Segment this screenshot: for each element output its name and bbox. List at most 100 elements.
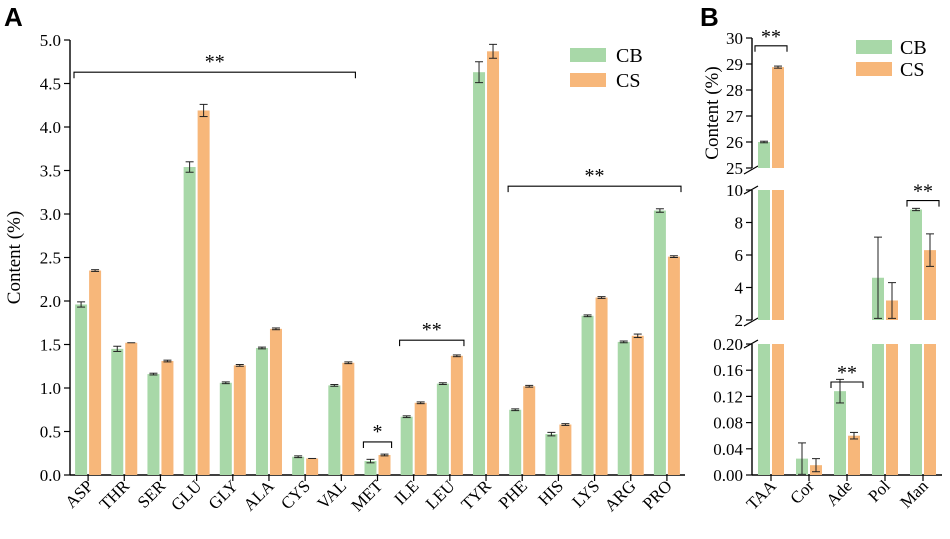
x-tick-label-b: Pol xyxy=(864,476,894,506)
significance-label: ** xyxy=(205,51,225,73)
y-tick-label-b: 4 xyxy=(735,279,744,298)
y-tick-label-b: 6 xyxy=(735,246,744,265)
x-tick-label-b: Man xyxy=(896,476,932,512)
bar-cb-pro xyxy=(653,210,666,475)
bar-cs-thr xyxy=(125,342,138,475)
chart-a: 0.0 0.5 1.0 1.5 2.0 2.5 3.0 3.5 4.0 4.5 5.0 Content… xyxy=(4,31,685,515)
bar-cs-pol-segment xyxy=(886,344,898,475)
y-tick-label-a: 1.5 xyxy=(40,336,61,355)
y-tick-label-b: 26 xyxy=(726,133,743,152)
bar-cs-taa-segment xyxy=(772,344,784,475)
x-tick-label-a: CYS xyxy=(277,476,314,513)
x-tick-label-a: SER xyxy=(134,476,170,512)
bar-cs-arg xyxy=(631,335,644,475)
significance-bracket xyxy=(362,441,393,448)
x-tick-label-a: LYS xyxy=(568,476,603,511)
x-tick-label-a: ASP xyxy=(61,476,96,511)
y-tick-label-a: 3.5 xyxy=(40,162,61,181)
significance-label: * xyxy=(373,421,383,443)
bar-cs-ser xyxy=(161,361,174,475)
bar-cs-phe xyxy=(523,386,536,475)
bar-cb-ser xyxy=(147,374,160,475)
y-tick-label-a: 4.0 xyxy=(40,118,61,137)
bar-cs-asp xyxy=(89,270,102,475)
significance-bracket xyxy=(507,185,682,193)
y-tick-label-b: 0.12 xyxy=(713,387,743,406)
axis-break-mark xyxy=(743,317,759,327)
panel-label-b: B xyxy=(700,2,719,32)
bar-cs-val xyxy=(342,362,355,475)
significance-label: ** xyxy=(761,26,781,48)
bar-cb-his xyxy=(545,434,558,475)
y-tick-label-a: 0.0 xyxy=(40,466,61,485)
bar-cs-lys xyxy=(595,297,608,475)
y-tick-label-b: 27 xyxy=(726,107,744,126)
x-tick-label-a: LEU xyxy=(422,476,459,513)
y-tick-label-b: 29 xyxy=(726,55,743,74)
x-tick-label-b: TAA xyxy=(743,476,781,514)
bar-cb-ade xyxy=(834,391,846,475)
bar-cb-taa xyxy=(758,142,770,168)
x-tick-label-a: ILE xyxy=(390,476,422,508)
legend-label-b-cb: CB xyxy=(900,37,927,59)
bar-cs-ade xyxy=(848,435,860,475)
bar-cb-asp xyxy=(75,304,88,475)
x-tick-label-a: THR xyxy=(96,476,134,514)
x-tick-label-b: Ade xyxy=(822,476,855,509)
x-tick-label-a: MET xyxy=(348,476,387,515)
y-axis-label-a: Content (%) xyxy=(4,211,25,304)
legend-label-cs: CS xyxy=(616,70,640,92)
bar-cb-leu xyxy=(436,383,449,475)
legend-swatch-b-cb xyxy=(856,40,892,54)
significance-bracket xyxy=(399,339,465,347)
x-tick-label-b: Cor xyxy=(786,476,818,508)
x-tick-label-a: PRO xyxy=(639,476,676,513)
bar-cb-lys xyxy=(581,315,594,475)
significance-label: ** xyxy=(585,165,605,187)
significance-label: ** xyxy=(422,319,442,341)
bar-cb-pol-segment xyxy=(872,344,884,475)
bar-cs-cys xyxy=(306,458,319,475)
legend-swatch-b-cs xyxy=(856,62,892,76)
x-tick-label-a: VAL xyxy=(314,476,351,513)
x-tick-label-a: GLU xyxy=(167,476,205,514)
bar-cs-man xyxy=(924,250,936,320)
bar-cb-ile xyxy=(400,416,413,475)
bar-cs-taa-segment xyxy=(772,190,784,320)
bar-cs-man-segment xyxy=(924,344,936,475)
y-tick-label-a: 4.5 xyxy=(40,75,61,94)
significance-label: ** xyxy=(913,181,933,203)
y-axis-label-b: Content (%) xyxy=(702,66,723,159)
bar-cb-man-segment xyxy=(910,344,922,475)
significance-label: ** xyxy=(837,362,857,384)
bar-cs-his xyxy=(559,424,572,475)
legend-label-b-cs: CS xyxy=(900,59,924,81)
x-tick-label-a: ARG xyxy=(601,476,640,515)
panel-label-a: A xyxy=(4,2,23,32)
bar-cb-gly xyxy=(219,382,232,475)
significance-bracket xyxy=(830,381,864,388)
x-tick-label-a: HIS xyxy=(534,476,567,509)
bar-cs-pro xyxy=(667,256,680,475)
significance-bracket xyxy=(73,71,356,79)
x-tick-label-a: PHE xyxy=(495,476,531,512)
bar-cb-cys xyxy=(292,456,305,475)
x-tick-label-a: ALA xyxy=(240,476,279,515)
y-tick-label-a: 2.0 xyxy=(40,292,61,311)
y-tick-label-a: 0.5 xyxy=(40,423,61,442)
axis-break-mark xyxy=(743,339,759,349)
axis-break-mark xyxy=(743,165,759,175)
y-tick-label-a: 5.0 xyxy=(40,31,61,50)
x-tick-label-a: TYR xyxy=(457,476,495,514)
y-tick-label-a: 3.0 xyxy=(40,205,61,224)
bar-cs-gly xyxy=(233,365,246,475)
y-tick-label-a: 1.0 xyxy=(40,379,61,398)
significance-bracket xyxy=(754,45,788,52)
bar-cs-taa xyxy=(772,67,784,168)
bar-cb-taa-segment xyxy=(758,190,770,320)
chart-b: 25 26 27 28 29 30 2 4 6 8 10 0.00 0.04 0.08 0.12 0.16 0.… xyxy=(702,26,942,514)
y-tick-label-b: 0.08 xyxy=(713,414,743,433)
legend-swatch-cs xyxy=(570,73,606,87)
y-tick-label-b: 28 xyxy=(726,81,743,100)
